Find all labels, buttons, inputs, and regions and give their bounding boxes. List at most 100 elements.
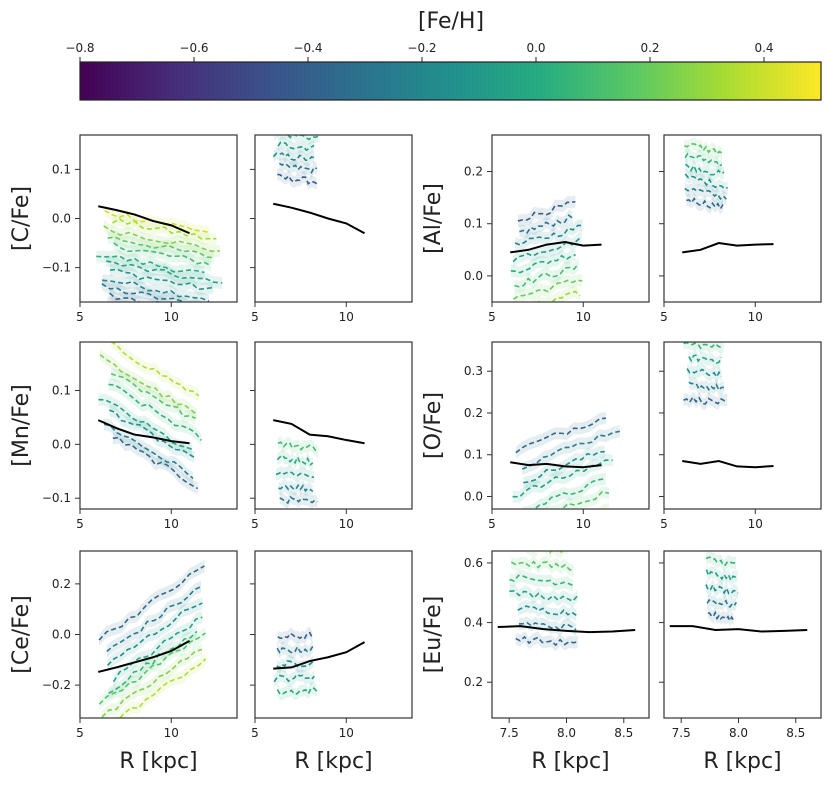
series-band	[517, 195, 576, 227]
series-band	[276, 113, 318, 133]
y-axis-label: [C/Fe]	[9, 186, 34, 251]
panel-frame	[491, 134, 650, 303]
series-line	[512, 459, 613, 498]
y-tick-label: −0.1	[42, 261, 71, 275]
y-axis-label: [Mn/Fe]	[9, 384, 34, 467]
series-line	[517, 605, 577, 616]
x-tick-label: 5	[660, 310, 668, 324]
panel-ofe-right: 5 10	[659, 341, 822, 531]
colorbar-tick-label: 0.4	[754, 41, 773, 55]
x-tick-label: 10	[748, 310, 763, 324]
series-band	[110, 263, 214, 296]
colorbar-tick-label: −0.4	[293, 41, 322, 55]
series-line	[688, 354, 723, 364]
series-line	[684, 163, 725, 176]
plot-area	[669, 551, 808, 633]
y-tick-label: 0.2	[52, 577, 71, 591]
series-line	[108, 630, 198, 695]
x-tick-label: 7.5	[500, 726, 519, 740]
series-band	[683, 391, 728, 410]
series-band	[273, 147, 315, 167]
series-band	[112, 213, 217, 245]
series-line	[106, 585, 202, 652]
plot-area	[497, 551, 636, 652]
x-tick-label: 8.0	[557, 726, 576, 740]
series-line	[103, 423, 194, 480]
series-line	[519, 214, 573, 235]
series-band	[513, 230, 582, 268]
series-line	[510, 560, 575, 572]
series-band	[510, 248, 576, 279]
reference-line	[497, 625, 636, 634]
series-band	[515, 630, 578, 652]
series-band	[529, 285, 580, 302]
y-tick-label: 0.6	[464, 556, 483, 570]
plot-area	[97, 342, 202, 495]
series-line	[276, 454, 314, 466]
series-line	[98, 398, 193, 450]
reference-line	[273, 419, 365, 445]
x-tick-label: 5	[76, 726, 84, 740]
series-line	[277, 141, 315, 152]
series-band	[687, 362, 722, 383]
series-line	[707, 610, 735, 623]
series-line	[102, 279, 210, 302]
series-line	[107, 236, 214, 259]
series-line	[683, 342, 724, 350]
y-tick-label: 0.1	[464, 448, 483, 462]
series-band	[109, 287, 186, 302]
series-line	[99, 354, 198, 416]
y-axis-label: [Eu/Fe]	[421, 596, 446, 673]
panels: 5 10 −0.1 0.0 0.1 [C/Fe] 5 10 5 10 0.0 0.1 0.2 [Al/Fe…	[9, 113, 822, 774]
series-line	[273, 673, 315, 683]
series-band	[706, 563, 738, 587]
series-band	[277, 436, 319, 458]
series-line	[109, 268, 214, 291]
panel-mnfe-left: 5 10 −0.1 0.0 0.1 [Mn/Fe]	[9, 341, 238, 531]
plot-area	[98, 559, 207, 718]
series-band	[688, 376, 724, 397]
y-tick-label: 0.4	[464, 616, 483, 630]
series-line	[521, 430, 620, 470]
reference-line	[669, 625, 808, 633]
series-line	[518, 621, 577, 632]
series-line	[705, 569, 738, 583]
colorbar: [Fe/H] −0.8 −0.6 −0.4 −0.2 0.0 0.2 0.4	[65, 9, 822, 101]
panel-eufe-right: 7.5 8.0 8.5 R [kpc]	[659, 550, 822, 774]
x-tick-label: 10	[164, 517, 179, 531]
x-axis-label: R [kpc]	[119, 749, 197, 774]
x-tick-label: 10	[576, 310, 591, 324]
series-line	[274, 135, 319, 141]
x-tick-label: 5	[76, 310, 84, 324]
x-axis-label: R [kpc]	[294, 749, 372, 774]
x-axis-label: R [kpc]	[531, 749, 609, 774]
panel-alfe-right: 5 10	[659, 134, 822, 324]
plot-area	[682, 137, 774, 254]
colorbar-tick-label: 0.2	[640, 41, 659, 55]
series-line	[109, 409, 195, 459]
reference-line	[510, 461, 602, 469]
series-band	[101, 643, 202, 718]
panel-alfe-left: 5 10 0.0 0.1 0.2 [Al/Fe]	[421, 134, 650, 324]
reference-line	[98, 205, 190, 235]
x-tick-label: 10	[576, 517, 591, 531]
x-tick-label: 10	[164, 310, 179, 324]
series-line	[509, 590, 579, 603]
series-band	[277, 626, 313, 645]
reference-line	[98, 639, 191, 673]
series-line	[705, 556, 737, 567]
plot-area	[510, 195, 602, 302]
y-tick-label: 0.1	[464, 217, 483, 231]
colorbar-tick-label: −0.8	[65, 41, 94, 55]
x-tick-label: 5	[76, 517, 84, 531]
x-axis-label: R [kpc]	[703, 749, 781, 774]
series-line	[706, 598, 738, 608]
series-line	[106, 260, 223, 284]
reference-line	[97, 419, 190, 445]
panel-cfe-right: 5 10	[250, 113, 413, 324]
series-line	[684, 173, 728, 190]
series-band	[113, 611, 203, 688]
plot-area	[273, 626, 366, 701]
series-line	[277, 631, 314, 640]
